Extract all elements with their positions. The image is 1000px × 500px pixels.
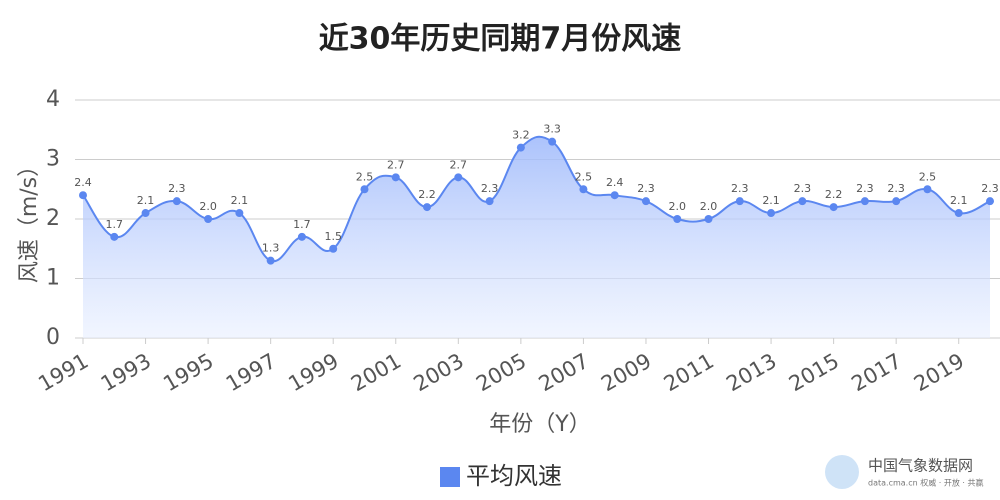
point [735, 197, 744, 206]
data-label: 1.7 [106, 218, 124, 231]
data-label: 2.0 [199, 200, 217, 213]
x-tick-label: 1995 [159, 349, 217, 397]
data-label: 2.3 [168, 182, 186, 195]
legend-swatch [440, 467, 460, 487]
data-label: 2.4 [74, 176, 92, 189]
data-label: 2.5 [356, 170, 374, 183]
y-tick-label: 0 [46, 325, 60, 350]
x-tick-label: 2003 [410, 349, 468, 397]
data-label: 1.3 [262, 242, 280, 255]
y-tick-label: 3 [46, 147, 60, 172]
data-label: 2.3 [637, 182, 655, 195]
data-label: 2.3 [856, 182, 874, 195]
data-label: 2.3 [794, 182, 812, 195]
data-label: 1.7 [293, 218, 311, 231]
watermark: 中国气象数据网 [868, 457, 973, 475]
point [454, 173, 463, 182]
data-label: 2.5 [575, 170, 593, 183]
area [83, 136, 990, 338]
point [266, 256, 275, 265]
point [172, 197, 181, 206]
data-label: 2.2 [418, 188, 436, 201]
point [329, 244, 338, 253]
point [767, 209, 776, 218]
x-tick-label: 2001 [347, 349, 405, 397]
point [391, 173, 400, 182]
point [860, 197, 869, 206]
data-label: 2.1 [950, 194, 968, 207]
point [892, 197, 901, 206]
data-label: 2.3 [981, 182, 999, 195]
x-tick-label: 1991 [34, 349, 92, 397]
point [485, 197, 494, 206]
legend-label: 平均风速 [466, 462, 562, 490]
point [641, 197, 650, 206]
x-tick-label: 1993 [97, 349, 155, 397]
point [610, 191, 619, 200]
chart-title: 近30年历史同期7月份风速 [319, 22, 682, 57]
point [235, 209, 244, 218]
point [360, 185, 369, 194]
x-tick-label: 2005 [472, 349, 530, 397]
data-label: 2.0 [668, 200, 686, 213]
data-label: 2.5 [919, 170, 937, 183]
point [79, 191, 87, 200]
y-tick-label: 1 [46, 266, 60, 291]
x-tick-label: 2009 [597, 349, 655, 397]
x-tick-label: 2019 [910, 349, 968, 397]
point [798, 197, 807, 206]
data-label: 3.2 [512, 129, 530, 142]
data-label: 2.3 [887, 182, 905, 195]
data-label: 2.7 [450, 158, 468, 171]
point [297, 232, 306, 241]
point [204, 215, 213, 223]
data-label: 2.7 [387, 158, 405, 171]
watermark-sub: data.cma.cn 权威 · 开放 · 共赢 [868, 478, 983, 488]
x-tick-label: 2013 [722, 349, 780, 397]
point [673, 215, 682, 223]
x-tick-label: 2011 [660, 349, 718, 397]
x-tick-label: 2017 [847, 349, 905, 397]
x-axis-label: 年份（Y） [489, 412, 590, 437]
x-tick-label: 1997 [222, 349, 280, 397]
y-tick-label: 4 [46, 87, 60, 112]
point [829, 203, 838, 212]
logo [825, 455, 859, 489]
y-axis-label: 风速（m/s） [17, 155, 42, 283]
point [704, 215, 713, 223]
data-label: 1.5 [324, 230, 342, 243]
x-tick-label: 2007 [535, 349, 593, 397]
data-label: 2.4 [606, 176, 624, 189]
data-label: 3.3 [543, 123, 561, 136]
data-label: 2.0 [700, 200, 718, 213]
data-label: 2.1 [137, 194, 155, 207]
point [954, 209, 963, 218]
point [141, 209, 150, 218]
data-label: 2.2 [825, 188, 843, 201]
x-tick-label: 1999 [284, 349, 342, 397]
point [548, 137, 557, 146]
data-label: 2.3 [481, 182, 499, 195]
data-label: 2.3 [731, 182, 749, 195]
point [423, 203, 432, 212]
data-label: 2.1 [762, 194, 780, 207]
point [986, 197, 994, 206]
point [516, 143, 525, 152]
point [923, 185, 932, 194]
point [110, 232, 119, 241]
point [579, 185, 588, 194]
data-label: 2.1 [231, 194, 249, 207]
y-tick-label: 2 [46, 206, 60, 231]
x-tick-label: 2015 [785, 349, 843, 397]
